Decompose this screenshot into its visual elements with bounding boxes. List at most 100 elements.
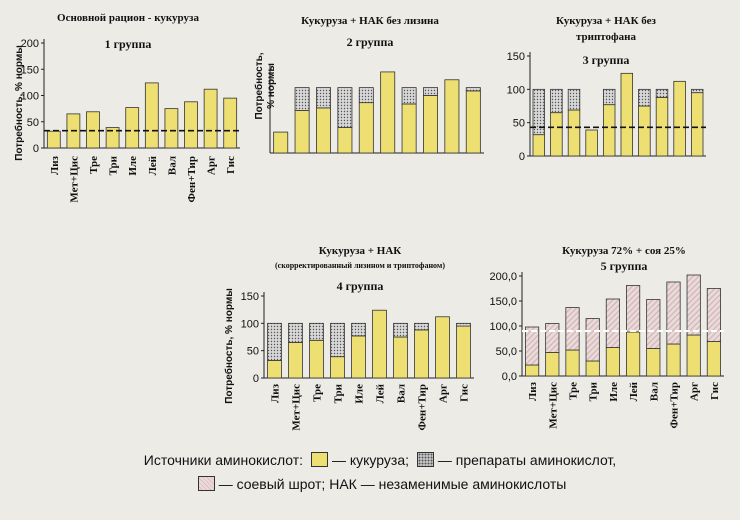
bar-prep-4 <box>337 87 353 128</box>
category-label: Вал <box>648 382 660 401</box>
bar-soy-2 <box>545 323 560 353</box>
bar-corn-1 <box>273 131 289 154</box>
bar-corn-9 <box>203 88 218 149</box>
bar-corn-9 <box>444 79 460 154</box>
category-label: Тре <box>312 384 324 402</box>
y-tick-label: 0 <box>253 373 259 385</box>
bar-prep-7 <box>393 322 408 338</box>
bar-corn-5 <box>125 107 140 149</box>
y-tick-label: 100 <box>507 84 525 96</box>
bar-prep-5 <box>358 87 374 104</box>
category-label: Три <box>588 381 600 401</box>
y-axis-label-line: Потребность, <box>253 52 265 119</box>
bar-corn-6 <box>380 71 396 154</box>
y-tick-label: 50,0 <box>496 346 517 358</box>
bar-corn-8 <box>666 343 681 377</box>
chart-group-1: Основной рацион - кукуруза 1 группа Потреб… <box>13 12 240 203</box>
bar-soy-9 <box>686 274 701 336</box>
bar-prep-10 <box>465 87 481 92</box>
bar-corn-4 <box>585 360 600 377</box>
bar-corn-7 <box>393 336 408 379</box>
category-label: Фен+Тир <box>417 384 429 430</box>
bar-prep-7 <box>638 88 651 107</box>
bar-corn-9 <box>673 80 686 157</box>
chart-group-2: Кукуруза + НАК без лизина 2 группа Потребн… <box>253 15 484 154</box>
bar-corn-6 <box>372 309 387 379</box>
bar-soy-5 <box>605 298 620 348</box>
y-axis-label: Потребность,% нормы <box>253 52 277 119</box>
chart-subtitle: 3 группа <box>583 53 630 67</box>
category-label: Мет+Цис <box>68 156 80 203</box>
chart-subtitle: 5 группа <box>601 259 648 273</box>
category-label: Арг <box>689 382 701 401</box>
bar-soy-3 <box>565 307 580 351</box>
bar-corn-10 <box>223 97 238 149</box>
bar-corn-5 <box>605 347 620 377</box>
y-tick-label: 0,0 <box>502 371 517 383</box>
category-label: Лиз <box>270 383 282 403</box>
bar-soy-6 <box>626 285 641 333</box>
bar-corn-7 <box>401 103 417 154</box>
chart-group-3: Кукуруза + НАК без триптофана 3 группа 0 50 1… <box>507 15 706 163</box>
bar-corn-4 <box>330 356 345 379</box>
bar-prep-2 <box>294 87 310 111</box>
bar-corn-1 <box>267 360 282 379</box>
bar-corn-7 <box>646 348 661 377</box>
bar-corn-3 <box>316 107 331 154</box>
category-label: Гис <box>225 156 237 174</box>
y-axis-label: Потребность, % нормы <box>223 288 235 404</box>
bar-corn-6 <box>626 331 641 377</box>
chart-title: Кукуруза + НАК без <box>556 15 657 27</box>
chart-title: триптофана <box>576 31 637 43</box>
bar-corn-1 <box>532 134 546 157</box>
bar-corn-5 <box>351 335 366 379</box>
chart-title: Кукуруза + НАК <box>319 245 402 257</box>
category-label: Иле <box>127 156 139 176</box>
category-label: Вал <box>396 384 408 403</box>
bar-soy-10 <box>706 288 721 342</box>
chart-subtitle: 4 группа <box>337 279 384 293</box>
category-label: Фен+Тир <box>669 382 681 428</box>
category-label: Тре <box>88 156 100 174</box>
bar-soy-1 <box>525 326 540 366</box>
bar-soy-4 <box>585 318 600 362</box>
bar-corn-10 <box>706 341 721 377</box>
bar-prep-8 <box>423 87 438 96</box>
bar-corn-10 <box>690 92 704 157</box>
bar-corn-8 <box>423 95 438 154</box>
bar-prep-8 <box>655 88 669 98</box>
category-label: Лиз <box>49 155 61 175</box>
legend-label-soy: — соевый шрот; НАК — незаменимые аминоки… <box>218 476 567 492</box>
bar-prep-3 <box>309 322 324 341</box>
category-label: Фен+Тир <box>186 156 198 202</box>
y-tick-label: 0 <box>519 151 525 163</box>
bar-prep-3 <box>316 87 331 109</box>
y-tick-label: 50 <box>247 346 259 358</box>
bar-corn-6 <box>144 82 159 149</box>
y-tick-label: 200 <box>21 38 39 50</box>
category-label: Гис <box>459 384 471 402</box>
bar-prep-2 <box>288 322 303 343</box>
chart-group-5: Кукуруза 72% + соя 25% 5 группа 0,0 50,0 100… <box>489 245 724 429</box>
bar-corn-3 <box>567 109 581 157</box>
bar-corn-9 <box>686 334 701 377</box>
category-label: Мет+Цис <box>291 384 303 431</box>
bar-soy-7 <box>646 299 661 349</box>
chart-subtitle: 2 группа <box>347 35 394 49</box>
y-tick-label: 50 <box>27 117 39 129</box>
bar-corn-3 <box>309 339 324 379</box>
category-label: Иле <box>608 382 620 402</box>
chart-title: Кукуруза + НАК без лизина <box>301 15 439 27</box>
bar-prep-2 <box>550 88 563 114</box>
chart-subtitle: 1 группа <box>105 37 152 51</box>
y-tick-label: 150 <box>21 64 39 76</box>
legend: Источники аминокислот: — кукуруза; — пре… <box>60 448 700 504</box>
bar-prep-5 <box>351 322 366 337</box>
legend-prefix: Источники аминокислот: <box>143 452 304 468</box>
legend-line-2: — соевый шрот; НАК — незаменимые аминоки… <box>60 472 700 496</box>
bar-corn-10 <box>465 90 481 154</box>
category-label: Лиз <box>527 381 539 401</box>
y-axis-label-line: % нормы <box>266 63 277 109</box>
category-label: Лей <box>147 155 159 175</box>
